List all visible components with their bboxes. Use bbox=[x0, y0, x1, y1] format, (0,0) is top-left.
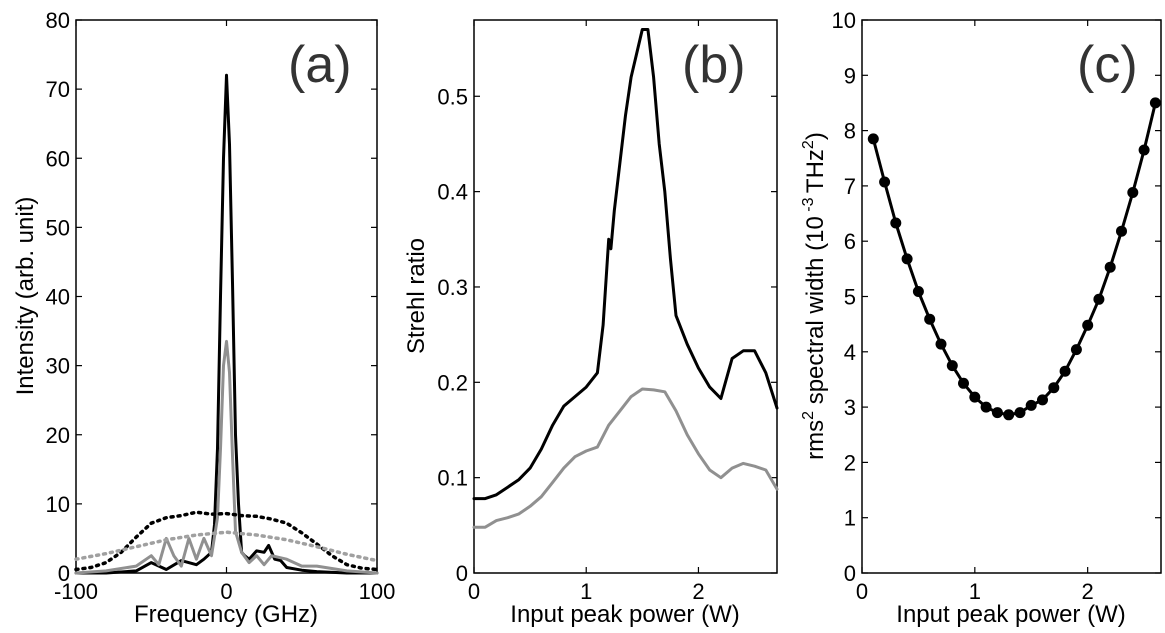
panel-b-series bbox=[472, 28, 779, 529]
panel-a-series bbox=[74, 73, 379, 575]
panel-b-ytick-label-0: 0 bbox=[456, 561, 468, 586]
panel-c-point-24 bbox=[1138, 144, 1150, 156]
panel-a-ylabel: Intensity (arb. unit) bbox=[12, 197, 39, 396]
panel-a-ytick-label-4: 40 bbox=[46, 285, 70, 310]
panel-a-xlabel: Frequency (GHz) bbox=[134, 601, 318, 628]
panel-c-point-11 bbox=[991, 407, 1003, 419]
panel-b-series-line-0 bbox=[472, 28, 779, 501]
panel-b-xtick-label-2: 2 bbox=[692, 579, 704, 604]
panel-c-ytick-label-3: 3 bbox=[844, 395, 856, 420]
panel-c-point-4 bbox=[912, 286, 924, 297]
panel-b-label: (b) bbox=[682, 36, 746, 94]
panel-a-ytick-label-8: 80 bbox=[46, 8, 70, 33]
panel-a-series-line-3 bbox=[74, 530, 379, 563]
panel-c-point-3 bbox=[901, 253, 913, 265]
panel-a-label: (a) bbox=[288, 36, 352, 94]
panel-b-xtick-label-1: 1 bbox=[580, 579, 592, 604]
panel-b-ylabel: Strehl ratio bbox=[403, 238, 430, 354]
panel-a-series-line-0 bbox=[74, 73, 379, 575]
panel-a-ytick-label-3: 30 bbox=[46, 354, 70, 379]
panel-c-point-1 bbox=[879, 176, 891, 188]
panel-c-point-18 bbox=[1070, 344, 1082, 356]
panel-c-axes-box bbox=[861, 19, 1162, 574]
panel-c-series bbox=[867, 97, 1161, 421]
panel-a-ytick-label-1: 10 bbox=[46, 492, 70, 517]
panel-c-ytick-label-8: 8 bbox=[844, 119, 856, 144]
panel-c-point-14 bbox=[1025, 399, 1037, 411]
panel-b: (b) Input peak power (W) Strehl ratio 0 1… bbox=[403, 19, 779, 628]
panel-c-point-8 bbox=[958, 377, 969, 389]
panel-c-xtick-label-0: 0 bbox=[856, 579, 868, 604]
panel-c-ytick-label-5: 5 bbox=[844, 285, 856, 310]
panel-b-ytick-label-4: 0.4 bbox=[437, 180, 468, 205]
panel-a-series-line-1 bbox=[74, 339, 379, 575]
panel-c-point-9 bbox=[969, 391, 981, 403]
panel-b-ytick-label-3: 0.3 bbox=[437, 275, 468, 300]
panel-c-point-22 bbox=[1116, 225, 1127, 237]
panel-b-xlabel: Input peak power (W) bbox=[510, 601, 739, 628]
panel-a-xtick-label-0: -100 bbox=[54, 579, 98, 604]
panel-c-ylabel: rms2 spectral width (10 -3 THz2) bbox=[800, 132, 829, 460]
panel-c-point-13 bbox=[1014, 407, 1026, 419]
panel-c-ytick-label-2: 2 bbox=[844, 450, 856, 475]
panel-c-point-17 bbox=[1059, 365, 1071, 377]
panel-c-ytick-label-6: 6 bbox=[844, 229, 856, 254]
panel-c-point-6 bbox=[935, 338, 947, 350]
panel-c-point-23 bbox=[1127, 187, 1139, 198]
panel-c-ytick-label-4: 4 bbox=[844, 340, 856, 365]
panel-b-xtick-label-0: 0 bbox=[468, 579, 480, 604]
panel-c-ytick-label-10: 10 bbox=[832, 8, 856, 33]
panel-c-point-19 bbox=[1082, 319, 1094, 331]
panel-a: (a) Frequency (GHz) Intensity (arb. unit… bbox=[12, 8, 395, 628]
panel-c-point-12 bbox=[1003, 409, 1015, 421]
panel-b-ytick-label-2: 0.2 bbox=[437, 370, 468, 395]
panel-c-ytick-label-9: 9 bbox=[844, 63, 856, 88]
panel-a-ytick-label-6: 60 bbox=[46, 146, 70, 171]
panel-c-ytick-label-7: 7 bbox=[844, 174, 856, 199]
panel-c-xtick-label-2: 2 bbox=[1082, 579, 1094, 604]
panel-a-ytick-label-7: 70 bbox=[46, 77, 70, 102]
panel-c-point-21 bbox=[1104, 261, 1116, 273]
panel-c-point-10 bbox=[980, 401, 992, 413]
panel-c-label: (c) bbox=[1077, 36, 1138, 94]
panel-c-point-15 bbox=[1037, 394, 1048, 406]
panel-c-point-25 bbox=[1149, 97, 1161, 109]
panel-b-axes-box bbox=[473, 19, 778, 574]
panel-a-xtick-label-1: 0 bbox=[220, 579, 232, 604]
panel-c-point-20 bbox=[1093, 293, 1105, 305]
panel-b-ytick-label-1: 0.1 bbox=[437, 466, 468, 491]
panel-c-point-0 bbox=[867, 133, 879, 145]
panel-c-ticks: 0 1 2 0 1 2 3 4 5 6 7 8 9 10 bbox=[832, 8, 1161, 604]
panel-c-point-2 bbox=[890, 217, 902, 229]
panel-c-xtick-label-1: 1 bbox=[969, 579, 981, 604]
panel-a-ytick-label-2: 20 bbox=[46, 423, 70, 448]
panel-a-ytick-label-0: 0 bbox=[58, 561, 70, 586]
panel-c-series-line-0 bbox=[871, 101, 1157, 417]
panel-b-ytick-label-5: 0.5 bbox=[437, 84, 468, 109]
panel-c-ytick-label-0: 0 bbox=[844, 561, 856, 586]
panel-a-series-line-2 bbox=[74, 510, 379, 572]
panel-c-xlabel: Input peak power (W) bbox=[896, 601, 1125, 628]
panel-b-series-line-1 bbox=[472, 387, 779, 529]
panel-a-ytick-label-5: 50 bbox=[46, 215, 70, 240]
panel-a-xtick-label-2: 100 bbox=[359, 579, 396, 604]
panel-c-point-5 bbox=[924, 313, 936, 325]
panel-c: (c) Input peak power (W) rms2 spectral w… bbox=[800, 8, 1162, 628]
panel-c-point-7 bbox=[946, 360, 958, 372]
panel-c-ytick-label-1: 1 bbox=[844, 506, 856, 531]
panel-b-ticks: 0 1 2 0 0.1 0.2 0.3 0.4 0.5 bbox=[437, 20, 777, 604]
panel-c-point-16 bbox=[1048, 382, 1060, 394]
